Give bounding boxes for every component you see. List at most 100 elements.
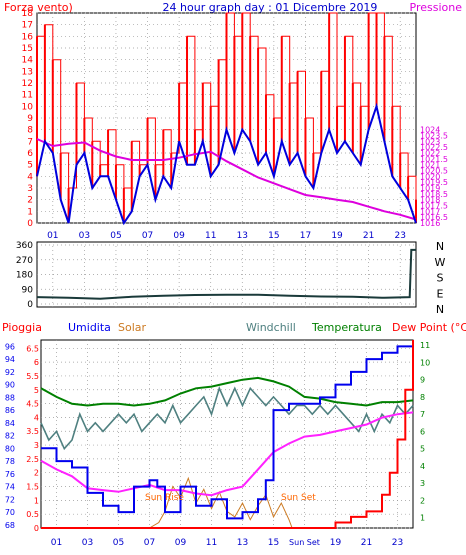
dewpoint-legend-label: Dew Point (°C) [392, 321, 466, 334]
x-tick-label: 11 [206, 538, 217, 548]
solar-series-line [149, 476, 293, 529]
wind-tick-label: 9 [27, 114, 33, 124]
wind-direction-series-line [36, 248, 416, 300]
rain-tick-label: 5 [34, 386, 39, 395]
wind-tick-label: 8 [27, 126, 33, 136]
rain-tick-label: 5.5 [26, 372, 39, 381]
pressure-tick-label: 1017 [420, 207, 440, 216]
x-tick-label: 13 [237, 538, 248, 548]
pressure-tick-label: 1022 [420, 149, 440, 158]
humidity-tick-label: 94 [5, 355, 15, 364]
x-tick-label: 19 [330, 538, 342, 548]
pressure-tick-label: 1022.5 [420, 143, 448, 152]
temperature-tick-label: 4 [420, 462, 425, 471]
x-tick-label: 15 [268, 231, 279, 241]
x-tick-label: 05 [110, 231, 121, 241]
sun-set-tick-label: Sun Set [289, 538, 320, 547]
pressure-tick-label: 1023.5 [420, 132, 448, 141]
pressure-axis-title: Pressione [410, 1, 463, 14]
x-tick-label: 13 [237, 231, 248, 241]
rain-tick-label: 2.5 [26, 455, 39, 464]
rain-tick-label: 2 [34, 469, 39, 478]
pressure-tick-label: 1018 [420, 196, 440, 205]
humidity-tick-label: 82 [5, 432, 15, 441]
wind-tick-label: 10 [22, 102, 34, 112]
direction-tick-label: 0 [27, 300, 33, 310]
x-tick-label: 19 [331, 231, 343, 241]
compass-label: N [436, 240, 444, 253]
rain-tick-label: 3 [34, 441, 39, 450]
pressure-series-line [36, 138, 417, 221]
gust-series-line [37, 12, 417, 200]
pressure-tick-label: 1018.5 [420, 190, 448, 199]
temperature-tick-label: 11 [420, 341, 430, 350]
x-tick-label: 09 [175, 538, 187, 548]
wind-tick-label: 3 [27, 184, 33, 194]
wind-tick-label: 17 [22, 21, 33, 31]
pressure-tick-label: 1019.5 [420, 178, 448, 187]
wind-tick-label: 5 [27, 161, 33, 171]
pressure-tick-label: 1017.5 [420, 202, 448, 211]
temperature-tick-label: 5 [420, 445, 425, 454]
humidity-tick-label: 88 [5, 393, 15, 402]
solar-legend-label: Solar [118, 321, 147, 334]
humidity-tick-label: 80 [5, 444, 15, 453]
humidity-tick-label: 74 [5, 483, 15, 492]
wind-tick-label: 11 [22, 91, 33, 101]
direction-tick-label: 270 [16, 256, 33, 266]
rain-tick-label: 4 [34, 413, 39, 422]
wind-tick-label: 1 [27, 207, 33, 217]
humidity-tick-label: 78 [5, 457, 15, 466]
humidity-legend-label: Umidita [68, 321, 111, 334]
temperature-tick-label: 10 [420, 358, 430, 367]
wind-tick-label: 0 [27, 219, 33, 229]
chart-title: 24 hour graph day : 01 Dicembre 2019 [163, 1, 378, 14]
rain-series-line [41, 340, 414, 529]
rain-tick-label: 4.5 [26, 400, 39, 409]
x-tick-label: 21 [363, 231, 374, 241]
temperature-series-line [40, 376, 414, 407]
x-tick-label: 15 [268, 538, 279, 548]
wind-tick-label: 7 [27, 137, 33, 147]
wind-tick-label: 18 [22, 9, 34, 19]
pressure-tick-label: 1020.5 [420, 167, 448, 176]
wind-tick-label: 4 [27, 172, 33, 182]
humidity-tick-label: 70 [5, 508, 15, 517]
pressure-tick-label: 1016 [420, 219, 440, 228]
sun-rise-annotation: Sun Rise [145, 493, 184, 503]
x-tick-label: 07 [142, 231, 153, 241]
rain-tick-label: 6 [34, 358, 39, 367]
wind-tick-label: 12 [22, 79, 33, 89]
rain-tick-label: 6.5 [26, 344, 39, 353]
wind-tick-label: 13 [22, 67, 33, 77]
humidity-tick-label: 76 [5, 470, 15, 479]
direction-tick-label: 360 [16, 241, 33, 251]
temperature-tick-label: 3 [420, 479, 425, 488]
temperature-tick-label: 9 [420, 376, 425, 385]
rain-tick-label: 1.5 [26, 483, 39, 492]
pressure-tick-label: 1024 [420, 126, 440, 135]
humidity-tick-label: 86 [5, 406, 15, 415]
humidity-tick-label: 92 [5, 368, 15, 377]
x-tick-label: 23 [394, 231, 405, 241]
compass-label: E [437, 287, 444, 300]
humidity-tick-label: 96 [5, 342, 15, 351]
wind-tick-label: 16 [22, 32, 34, 42]
humidity-series-line [41, 345, 413, 520]
dewpoint-series-line [40, 411, 414, 497]
x-tick-label: 05 [113, 538, 124, 548]
x-tick-label: 01 [51, 538, 62, 548]
rain-tick-label: 0 [34, 524, 39, 533]
temperature-tick-label: 2 [420, 496, 425, 505]
x-tick-label: 03 [79, 231, 90, 241]
wind-tick-label: 14 [22, 56, 34, 66]
pressure-tick-label: 1021.5 [420, 155, 448, 164]
x-tick-label: 17 [300, 231, 311, 241]
temperature-tick-label: 6 [420, 427, 425, 436]
rain-tick-label: 1 [34, 496, 39, 505]
wind-tick-label: 6 [27, 149, 33, 159]
direction-tick-label: 180 [16, 271, 33, 281]
rain-tick-label: 0.5 [26, 510, 39, 519]
